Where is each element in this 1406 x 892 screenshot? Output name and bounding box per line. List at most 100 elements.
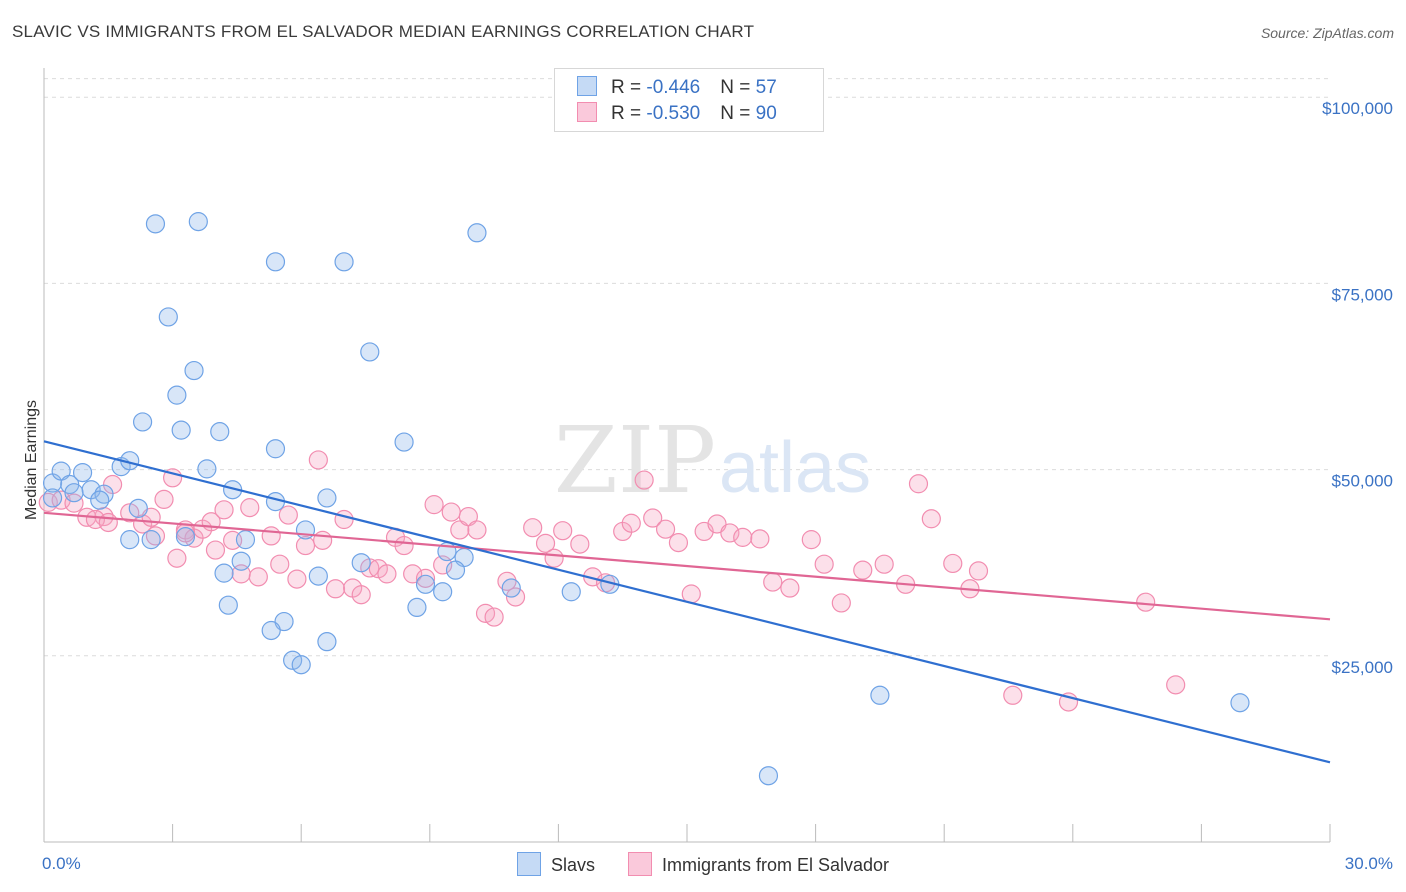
data-point-slavs bbox=[175, 527, 196, 547]
data-point-slavs bbox=[407, 597, 427, 618]
data-point-salvador bbox=[308, 450, 328, 470]
data-point-slavs bbox=[265, 252, 286, 272]
data-point-salvador bbox=[98, 512, 118, 533]
y-tick-label: $25,000 bbox=[1332, 658, 1393, 677]
watermark: ZIP atlas bbox=[554, 407, 871, 514]
data-point-salvador bbox=[287, 569, 307, 589]
data-point-salvador bbox=[553, 521, 573, 541]
data-point-slavs bbox=[415, 574, 436, 594]
data-point-salvador bbox=[441, 502, 461, 522]
data-point-salvador bbox=[64, 493, 84, 513]
data-point-salvador bbox=[921, 509, 941, 529]
legend-n-value-slavs: 57 bbox=[755, 77, 777, 98]
axes bbox=[43, 68, 1331, 843]
data-point-slavs bbox=[235, 530, 256, 550]
data-point-salvador bbox=[450, 520, 470, 540]
data-point-slavs bbox=[132, 412, 153, 432]
data-point-salvador bbox=[394, 535, 414, 556]
data-point-salvador bbox=[570, 534, 590, 554]
data-point-salvador bbox=[415, 568, 436, 588]
data-point-salvador bbox=[1136, 592, 1156, 612]
data-point-salvador bbox=[1166, 675, 1186, 695]
data-point-salvador bbox=[424, 495, 444, 515]
data-point-slavs bbox=[283, 650, 303, 670]
data-point-salvador bbox=[621, 513, 641, 533]
legend-n-label: N = bbox=[720, 77, 756, 98]
data-point-salvador bbox=[278, 505, 298, 525]
legend-n-label: N = bbox=[720, 103, 756, 124]
data-point-salvador bbox=[801, 530, 821, 550]
data-point-salvador bbox=[655, 519, 676, 539]
data-point-salvador bbox=[1003, 685, 1023, 705]
data-point-salvador bbox=[167, 548, 187, 568]
data-point-salvador bbox=[467, 520, 487, 540]
legend-r-label: R = bbox=[611, 77, 647, 98]
chart-source: Source: ZipAtlas.com bbox=[1260, 25, 1394, 41]
legend-item-salvador: Immigrants from El Salvador bbox=[627, 852, 889, 876]
data-point-slavs bbox=[141, 530, 161, 550]
chart-title: SLAVIC VS IMMIGRANTS FROM EL SALVADOR ME… bbox=[12, 22, 755, 41]
data-point-slavs bbox=[561, 582, 581, 602]
trend-lines bbox=[43, 440, 1331, 764]
data-point-salvador bbox=[523, 518, 543, 538]
data-point-slavs bbox=[1230, 693, 1250, 713]
data-point-slavs bbox=[317, 488, 337, 508]
data-point-salvador bbox=[205, 540, 226, 560]
data-point-salvador bbox=[351, 585, 371, 605]
watermark-atlas: atlas bbox=[719, 428, 871, 508]
x-tick-label: 30.0% bbox=[1345, 854, 1393, 873]
data-point-slavs bbox=[351, 553, 371, 573]
data-point-slavs bbox=[433, 582, 453, 602]
data-point-slavs bbox=[214, 563, 234, 583]
legend-item-slavs: Slavs bbox=[516, 852, 595, 876]
data-point-salvador bbox=[733, 527, 753, 547]
data-point-salvador bbox=[763, 572, 783, 592]
data-point-slavs bbox=[231, 551, 251, 571]
data-point-slavs bbox=[72, 462, 93, 483]
tick-labels: $25,000 $50,000 $75,000 $100,000 0.0% 30.0% bbox=[42, 99, 1393, 873]
data-point-slavs bbox=[197, 459, 217, 479]
data-point-slavs bbox=[261, 620, 281, 641]
data-point-slavs bbox=[128, 498, 148, 518]
data-point-salvador bbox=[484, 607, 504, 627]
data-point-salvador bbox=[313, 530, 333, 550]
data-point-salvador bbox=[780, 578, 800, 598]
data-point-salvador bbox=[968, 561, 989, 581]
data-point-slavs bbox=[210, 422, 230, 442]
y-axis-label: Median Earnings bbox=[23, 400, 40, 520]
correlation-legend: R = -0.446 N = 57 R = -0.530 N = 90 bbox=[554, 68, 824, 132]
legend-r-label: R = bbox=[611, 103, 647, 124]
data-point-slavs bbox=[120, 530, 140, 550]
data-point-slavs bbox=[295, 520, 316, 540]
data-point-salvador bbox=[535, 533, 556, 553]
data-point-slavs bbox=[171, 420, 191, 440]
data-point-salvador bbox=[544, 548, 564, 568]
data-point-salvador bbox=[270, 554, 290, 574]
data-point-slavs bbox=[188, 212, 208, 232]
legend-r-value-salvador: -0.530 bbox=[646, 103, 701, 124]
data-point-slavs bbox=[445, 560, 466, 580]
data-point-salvador bbox=[814, 554, 834, 574]
data-point-slavs bbox=[145, 214, 166, 234]
data-point-salvador bbox=[240, 498, 260, 518]
data-point-salvador bbox=[720, 523, 740, 543]
data-point-slavs bbox=[167, 385, 187, 405]
data-point-slavs bbox=[158, 307, 178, 327]
x-tick-label: 0.0% bbox=[42, 854, 81, 873]
data-point-slavs bbox=[870, 685, 890, 705]
y-tick-label: $75,000 bbox=[1332, 285, 1393, 304]
data-point-salvador bbox=[505, 587, 526, 607]
y-tick-label: $100,000 bbox=[1322, 99, 1393, 118]
data-point-salvador bbox=[154, 489, 174, 510]
data-point-slavs bbox=[334, 252, 354, 272]
series-salvador-points bbox=[38, 450, 1186, 712]
legend-swatch-slavs bbox=[516, 852, 541, 876]
legend-row-salvador: R = -0.530 N = 90 bbox=[577, 102, 777, 126]
data-point-slavs bbox=[51, 461, 71, 481]
data-point-slavs bbox=[184, 360, 204, 381]
data-point-slavs bbox=[90, 490, 110, 510]
data-point-slavs bbox=[42, 488, 63, 508]
data-point-salvador bbox=[831, 593, 851, 613]
data-point-salvador bbox=[634, 470, 654, 490]
y-tick-label: $50,000 bbox=[1332, 472, 1393, 491]
